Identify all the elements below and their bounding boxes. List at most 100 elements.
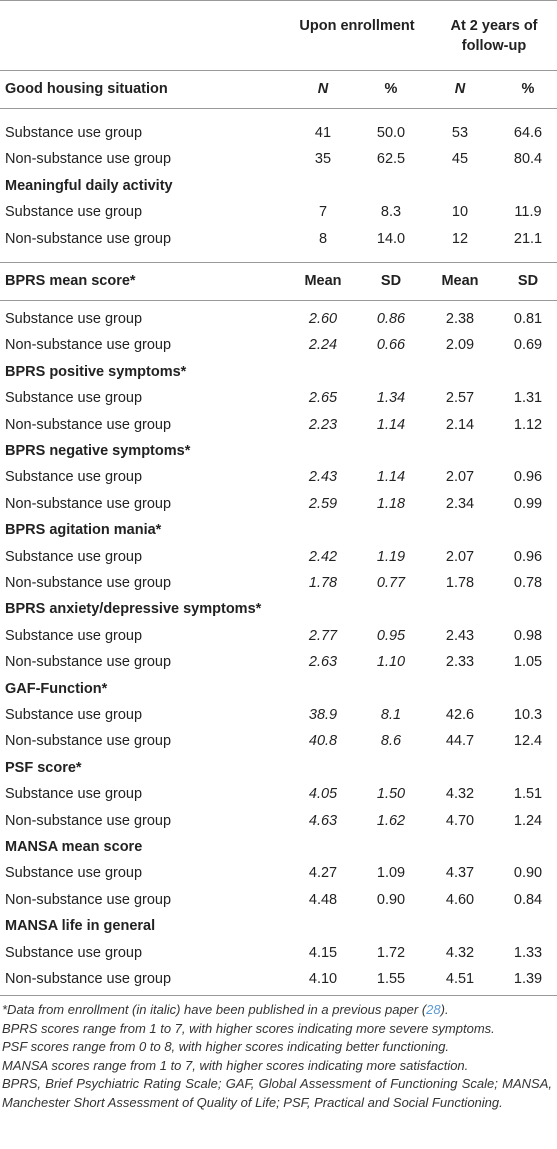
group-title: BPRS anxiety/depressive symptoms* xyxy=(5,601,262,618)
table-cell: 1.14 xyxy=(376,469,406,486)
table-cell: 0.95 xyxy=(376,627,406,644)
table-cell: 1.39 xyxy=(513,971,543,987)
table-cell: 1.24 xyxy=(513,812,543,829)
table-cell: 2.65 xyxy=(308,390,338,407)
rule xyxy=(0,108,557,109)
table-cell: 2.24 xyxy=(308,337,338,354)
rule xyxy=(0,0,557,1)
row-label: Non-substance use group xyxy=(5,495,172,512)
table-cell: 1.31 xyxy=(513,390,543,407)
row-label: Non-substance use group xyxy=(5,230,172,247)
table-cell: 0.99 xyxy=(513,495,543,512)
rule xyxy=(0,300,557,301)
group-title: BPRS agitation mania* xyxy=(5,522,162,539)
table-cell: 35 xyxy=(314,151,332,168)
column-header: % xyxy=(521,81,535,97)
reference-link[interactable]: 28 xyxy=(426,1002,441,1017)
row-label: Substance use group xyxy=(5,469,143,486)
table-cell: 7 xyxy=(318,204,328,221)
table-cell: 1.14 xyxy=(376,416,406,433)
table-cell: 2.09 xyxy=(445,337,475,354)
table-cell: 2.23 xyxy=(308,416,338,433)
row-label: Non-substance use group xyxy=(5,654,172,671)
row-label: Substance use group xyxy=(5,944,143,961)
table-cell: 2.60 xyxy=(308,311,338,327)
table-cell: 0.90 xyxy=(513,865,543,882)
table-cell: 2.14 xyxy=(445,416,475,433)
table-cell: 1.34 xyxy=(376,390,406,407)
group-title: Meaningful daily activity xyxy=(5,177,173,194)
group-title: MANSA life in general xyxy=(5,918,156,935)
row-label: Substance use group xyxy=(5,627,143,644)
table-cell: 4.32 xyxy=(445,944,475,961)
table-cell: 1.10 xyxy=(376,654,406,671)
row-label: Non-substance use group xyxy=(5,337,172,354)
table-cell: 0.84 xyxy=(513,891,543,908)
column-header: SD xyxy=(517,273,539,289)
table-cell: 4.32 xyxy=(445,786,475,803)
table-cell: 0.69 xyxy=(513,337,543,354)
table-cell: 42.6 xyxy=(445,707,475,723)
row-label: Substance use group xyxy=(5,865,143,882)
table-cell: 11.9 xyxy=(514,204,542,221)
footnote-text: ). xyxy=(440,1002,449,1017)
row-label: Substance use group xyxy=(5,311,143,327)
group-title: BPRS positive symptoms* xyxy=(5,363,187,380)
table-cell: 12.4 xyxy=(513,733,543,750)
footnote: BPRS, Brief Psychiatric Rating Scale; GA… xyxy=(2,1076,552,1110)
table-cell: 1.55 xyxy=(376,971,406,987)
table-cell: 62.5 xyxy=(376,151,406,168)
table-cell: 10 xyxy=(451,204,469,221)
table-cell: 1.09 xyxy=(376,865,406,882)
row-label: Substance use group xyxy=(5,125,143,141)
table-cell: 8.6 xyxy=(380,733,402,750)
table-cell: 21.1 xyxy=(513,230,543,247)
table-cell: 2.59 xyxy=(308,495,338,512)
table-cell: 1.19 xyxy=(376,548,406,565)
table-cell: 0.96 xyxy=(513,469,543,486)
row-label: Non-substance use group xyxy=(5,733,172,750)
table-cell: 4.37 xyxy=(445,865,475,882)
table-cell: 2.38 xyxy=(445,311,475,327)
column-group-header: At 2 years of follow-up xyxy=(450,18,538,54)
table-cell: 2.63 xyxy=(308,654,338,671)
row-label: Non-substance use group xyxy=(5,151,172,168)
footnote: PSF scores range from 0 to 8, with highe… xyxy=(2,1039,450,1055)
column-header: Mean xyxy=(441,273,479,289)
row-label: Substance use group xyxy=(5,548,143,565)
row-label: Substance use group xyxy=(5,707,143,723)
row-label: Substance use group xyxy=(5,204,143,221)
group-title: BPRS mean score* xyxy=(5,273,136,289)
table-cell: 4.10 xyxy=(308,971,338,987)
footnotes: *Data from enrollment (in italic) have b… xyxy=(2,1001,552,1113)
table-cell: 38.9 xyxy=(308,707,338,723)
table-cell: 0.77 xyxy=(376,575,406,591)
table-cell: 4.48 xyxy=(308,891,338,908)
table-cell: 14.0 xyxy=(376,230,406,247)
row-label: Non-substance use group xyxy=(5,812,172,829)
table-cell: 4.60 xyxy=(445,891,475,908)
table-cell: 1.05 xyxy=(513,654,543,671)
table-cell: 50.0 xyxy=(376,125,406,141)
table-cell: 2.42 xyxy=(308,548,338,565)
table-cell: 1.18 xyxy=(376,495,406,512)
table-cell: 0.78 xyxy=(513,575,543,591)
row-label: Substance use group xyxy=(5,786,143,803)
footnote: *Data from enrollment (in italic) have b… xyxy=(2,1001,552,1020)
table-cell: 64.6 xyxy=(513,125,543,141)
table-cell: 1.12 xyxy=(513,416,543,433)
table-cell: 1.51 xyxy=(513,786,543,803)
table-cell: 2.07 xyxy=(445,469,475,486)
footnote-text: *Data from enrollment (in italic) have b… xyxy=(2,1002,427,1017)
column-group-header: Upon enrollment xyxy=(299,18,415,34)
row-label: Substance use group xyxy=(5,390,143,407)
table-cell: 2.43 xyxy=(445,627,475,644)
table-cell: 1.78 xyxy=(308,575,338,591)
column-header: N xyxy=(454,81,466,97)
row-label: Non-substance use group xyxy=(5,575,172,591)
row-label: Non-substance use group xyxy=(5,891,172,908)
group-title: Good housing situation xyxy=(5,81,168,97)
table-cell: 8.3 xyxy=(380,204,402,221)
rule xyxy=(0,70,557,71)
